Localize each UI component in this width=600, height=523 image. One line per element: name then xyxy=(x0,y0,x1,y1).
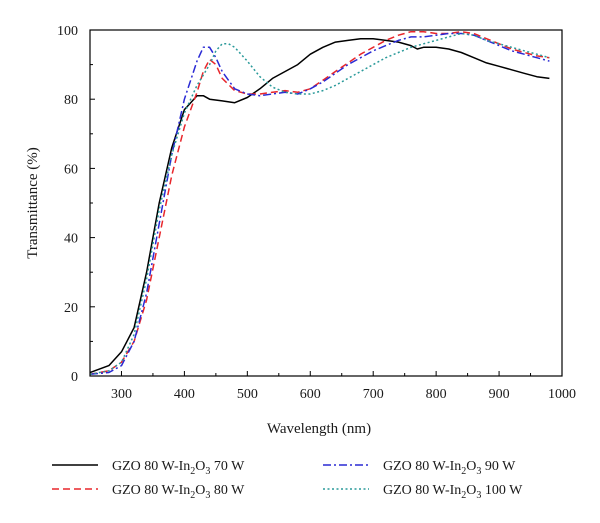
y-axis: 0 20 40 60 80 100 xyxy=(57,24,95,385)
y-axis-title: Transmittance (%) xyxy=(25,147,41,259)
y-tick-label: 40 xyxy=(64,232,78,247)
x-axis-title: Wavelength (nm) xyxy=(267,421,371,437)
series-line-2 xyxy=(90,30,550,376)
series-line-4 xyxy=(90,32,550,376)
x-tick-label: 600 xyxy=(300,387,321,402)
x-tick-label: 400 xyxy=(174,387,195,402)
x-tick-label: 800 xyxy=(426,387,447,402)
legend-label: GZO 80 W-In2O3 90 W xyxy=(383,459,516,477)
y-tick-label: 100 xyxy=(57,24,78,39)
series-line-1 xyxy=(90,37,550,374)
x-tick-label: 500 xyxy=(237,387,258,402)
y-tick-label: 80 xyxy=(64,93,78,108)
series-layer xyxy=(90,30,550,376)
x-tick-label: 900 xyxy=(489,387,510,402)
plot-area: 300 400 500 600 700 800 900 1000 0 20 40 60 80 100 xyxy=(57,24,576,402)
legend-label: GZO 80 W-In2O3 70 W xyxy=(112,459,245,477)
legend-item: GZO 80 W-In2O3 100 W xyxy=(323,483,523,501)
x-tick-label: 300 xyxy=(111,387,132,402)
x-axis: 300 400 500 600 700 800 900 1000 xyxy=(89,371,576,402)
y-tick-label: 60 xyxy=(64,162,78,177)
y-tick-label: 20 xyxy=(64,301,78,316)
x-tick-label: 700 xyxy=(363,387,384,402)
legend-item: GZO 80 W-In2O3 80 W xyxy=(52,483,245,501)
series-line-3 xyxy=(90,32,550,376)
x-tick-label: 1000 xyxy=(548,387,576,402)
y-tick-label: 0 xyxy=(71,370,78,385)
legend-item: GZO 80 W-In2O3 90 W xyxy=(323,459,516,477)
legend-label: GZO 80 W-In2O3 80 W xyxy=(112,483,245,501)
legend-label: GZO 80 W-In2O3 100 W xyxy=(383,483,523,501)
legend: GZO 80 W-In2O3 70 W GZO 80 W-In2O3 80 W GZ… xyxy=(52,459,523,501)
legend-item: GZO 80 W-In2O3 70 W xyxy=(52,459,245,477)
